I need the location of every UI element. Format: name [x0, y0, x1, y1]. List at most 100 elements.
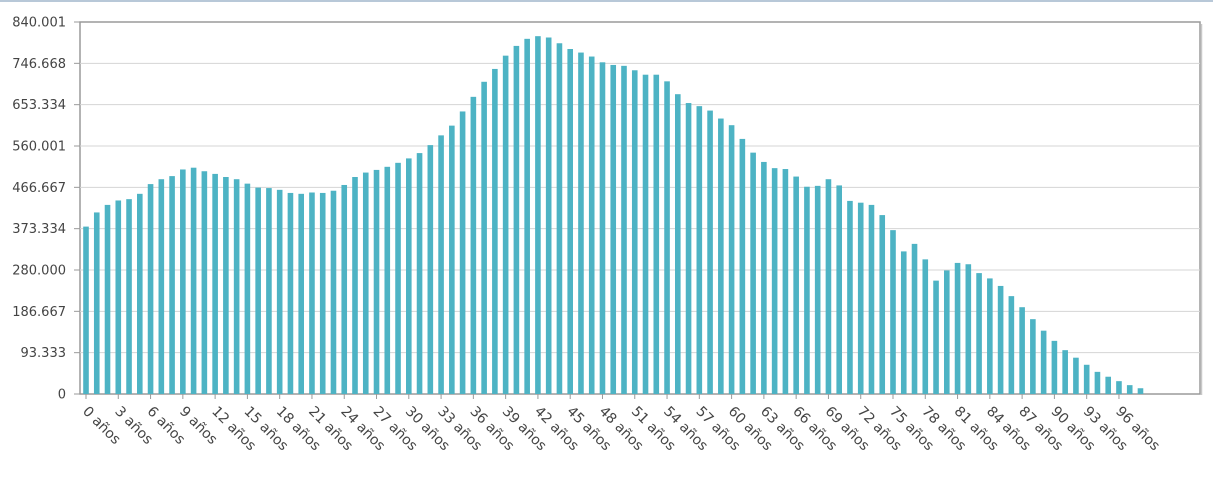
bar [449, 125, 455, 394]
bar [180, 169, 186, 394]
bar [330, 190, 337, 394]
bar [1094, 371, 1101, 394]
bar [147, 184, 154, 394]
bar [707, 110, 713, 394]
y-tick-label: 560.001 [12, 139, 66, 154]
bar [201, 171, 208, 394]
bar [158, 179, 165, 394]
bar [1019, 307, 1025, 394]
bar [771, 168, 778, 394]
y-axis-ticks: 0 93.333 186.667 280.000 373.334 466.667 560.0… [12, 16, 80, 403]
bar [406, 158, 412, 394]
bar [255, 187, 261, 394]
bar [696, 106, 703, 394]
bar [825, 179, 832, 394]
bar [890, 230, 896, 394]
bar [1062, 350, 1068, 394]
bar [352, 177, 358, 394]
bar [1051, 340, 1058, 394]
bar [879, 215, 886, 394]
bar [276, 189, 283, 394]
bar [169, 176, 175, 394]
bar [664, 81, 670, 394]
y-tick-label: 186.667 [12, 305, 66, 320]
bar [599, 62, 606, 395]
bar [223, 177, 229, 394]
bar [309, 192, 315, 394]
y-tick-label: 0 [58, 388, 66, 403]
bar [373, 169, 380, 394]
bar [567, 49, 573, 394]
bar [83, 226, 89, 394]
bar [944, 270, 950, 394]
bar [814, 185, 821, 394]
y-tick-label: 93.333 [21, 346, 67, 361]
bar [997, 285, 1004, 394]
bar [524, 38, 530, 394]
bar [190, 167, 197, 394]
bar [610, 64, 617, 395]
y-tick-label: 466.667 [12, 181, 66, 196]
bar [1073, 357, 1079, 394]
bar [244, 183, 251, 394]
bar [653, 74, 660, 394]
bar [1008, 296, 1015, 394]
y-tick-label: 653.334 [12, 98, 66, 113]
bar [857, 202, 864, 394]
bar [1030, 319, 1036, 394]
bar [675, 94, 681, 394]
bar [1083, 364, 1090, 394]
bar [804, 186, 810, 394]
y-tick-label: 840.001 [12, 16, 66, 31]
bar [287, 192, 294, 394]
bar [137, 193, 143, 394]
bar [621, 65, 627, 394]
bar [976, 273, 982, 394]
bar [470, 96, 477, 394]
bar [922, 259, 929, 394]
bar [341, 184, 348, 394]
bar [212, 173, 218, 394]
bar [384, 166, 391, 394]
bar [631, 70, 638, 395]
bar [793, 176, 799, 394]
bar [481, 81, 487, 394]
bar [578, 52, 584, 395]
bar [987, 278, 993, 394]
bar [750, 152, 756, 394]
bar [933, 280, 939, 394]
bar [266, 188, 272, 394]
bar [685, 103, 692, 394]
bar [761, 161, 767, 394]
bars [83, 36, 1144, 395]
bar [459, 111, 466, 395]
bar [900, 251, 907, 394]
bar [1116, 381, 1122, 394]
bar [233, 179, 240, 394]
bar [427, 145, 434, 394]
bar [115, 200, 122, 394]
bar [739, 138, 746, 394]
bar [395, 162, 401, 394]
bar [868, 204, 875, 394]
bar [362, 172, 369, 394]
bar [728, 125, 735, 394]
bar [911, 243, 918, 394]
bar [93, 212, 100, 394]
bar [718, 118, 724, 394]
bar [782, 169, 789, 394]
bar [556, 43, 563, 394]
bar [319, 192, 326, 394]
bar [965, 264, 972, 394]
bar [502, 55, 509, 394]
bar [836, 185, 842, 394]
bar [126, 199, 132, 394]
bar [1137, 388, 1144, 394]
bar [1105, 376, 1111, 394]
y-tick-label: 280.000 [12, 264, 66, 279]
bar [588, 56, 595, 394]
bar [1126, 385, 1133, 394]
